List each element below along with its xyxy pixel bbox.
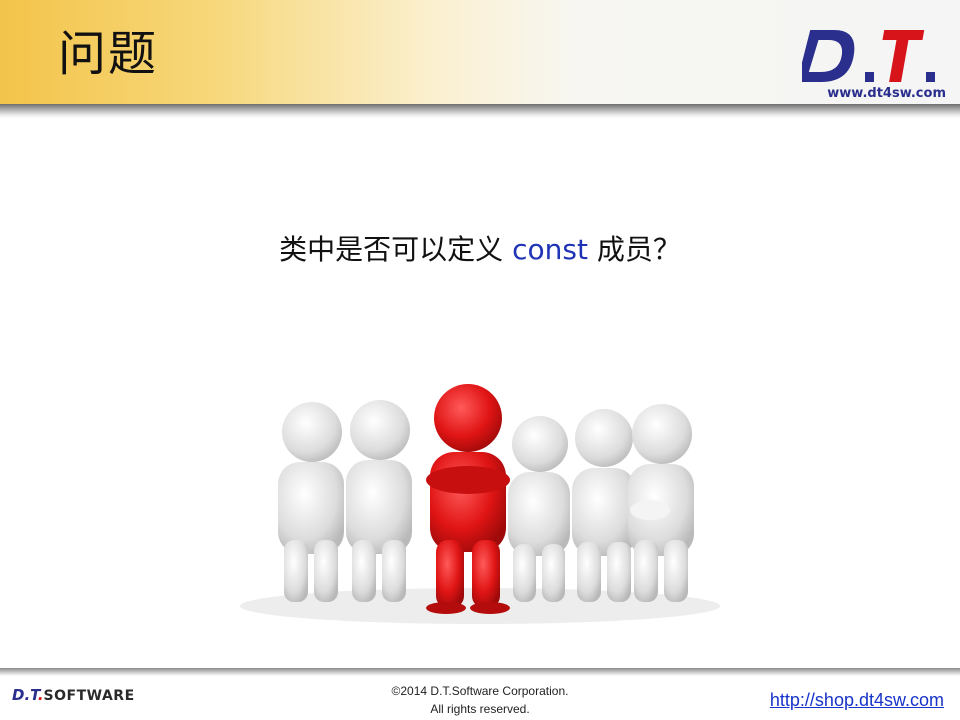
shop-link[interactable]: http://shop.dt4sw.com — [769, 690, 944, 710]
site-url-text: www.dt4sw.com — [827, 86, 946, 101]
question-keyword: const — [512, 233, 588, 266]
figure-white-3 — [508, 416, 570, 602]
header-band — [0, 0, 960, 104]
footer-divider — [0, 668, 960, 676]
question-text: 类中是否可以定义 const 成员？ — [0, 228, 960, 268]
figure-white-4 — [572, 409, 636, 602]
figure-white-5 — [628, 404, 694, 602]
figure-white-2 — [346, 400, 412, 602]
page-title: 问题 — [58, 26, 159, 82]
header-shadow — [0, 104, 960, 118]
figure-white-1 — [278, 402, 344, 602]
copyright-line-2: All rights reserved. — [430, 702, 530, 716]
copyright-line-1: ©2014 D.T.Software Corporation. — [391, 684, 569, 698]
footer-brand: D.T.SOFTWARE — [12, 686, 135, 710]
question-suffix: 成员？ — [596, 233, 681, 266]
copyright: ©2014 D.T.Software Corporation. All righ… — [0, 682, 960, 718]
question-prefix: 类中是否可以定义 — [279, 233, 504, 266]
figure-red-leader — [426, 384, 510, 614]
footer-brand-dt: D.T — [12, 686, 38, 704]
footer-brand-dot: . — [37, 686, 44, 704]
dt-logo — [802, 30, 935, 82]
team-illustration — [240, 384, 720, 624]
footer-brand-software: SOFTWARE — [43, 688, 135, 704]
